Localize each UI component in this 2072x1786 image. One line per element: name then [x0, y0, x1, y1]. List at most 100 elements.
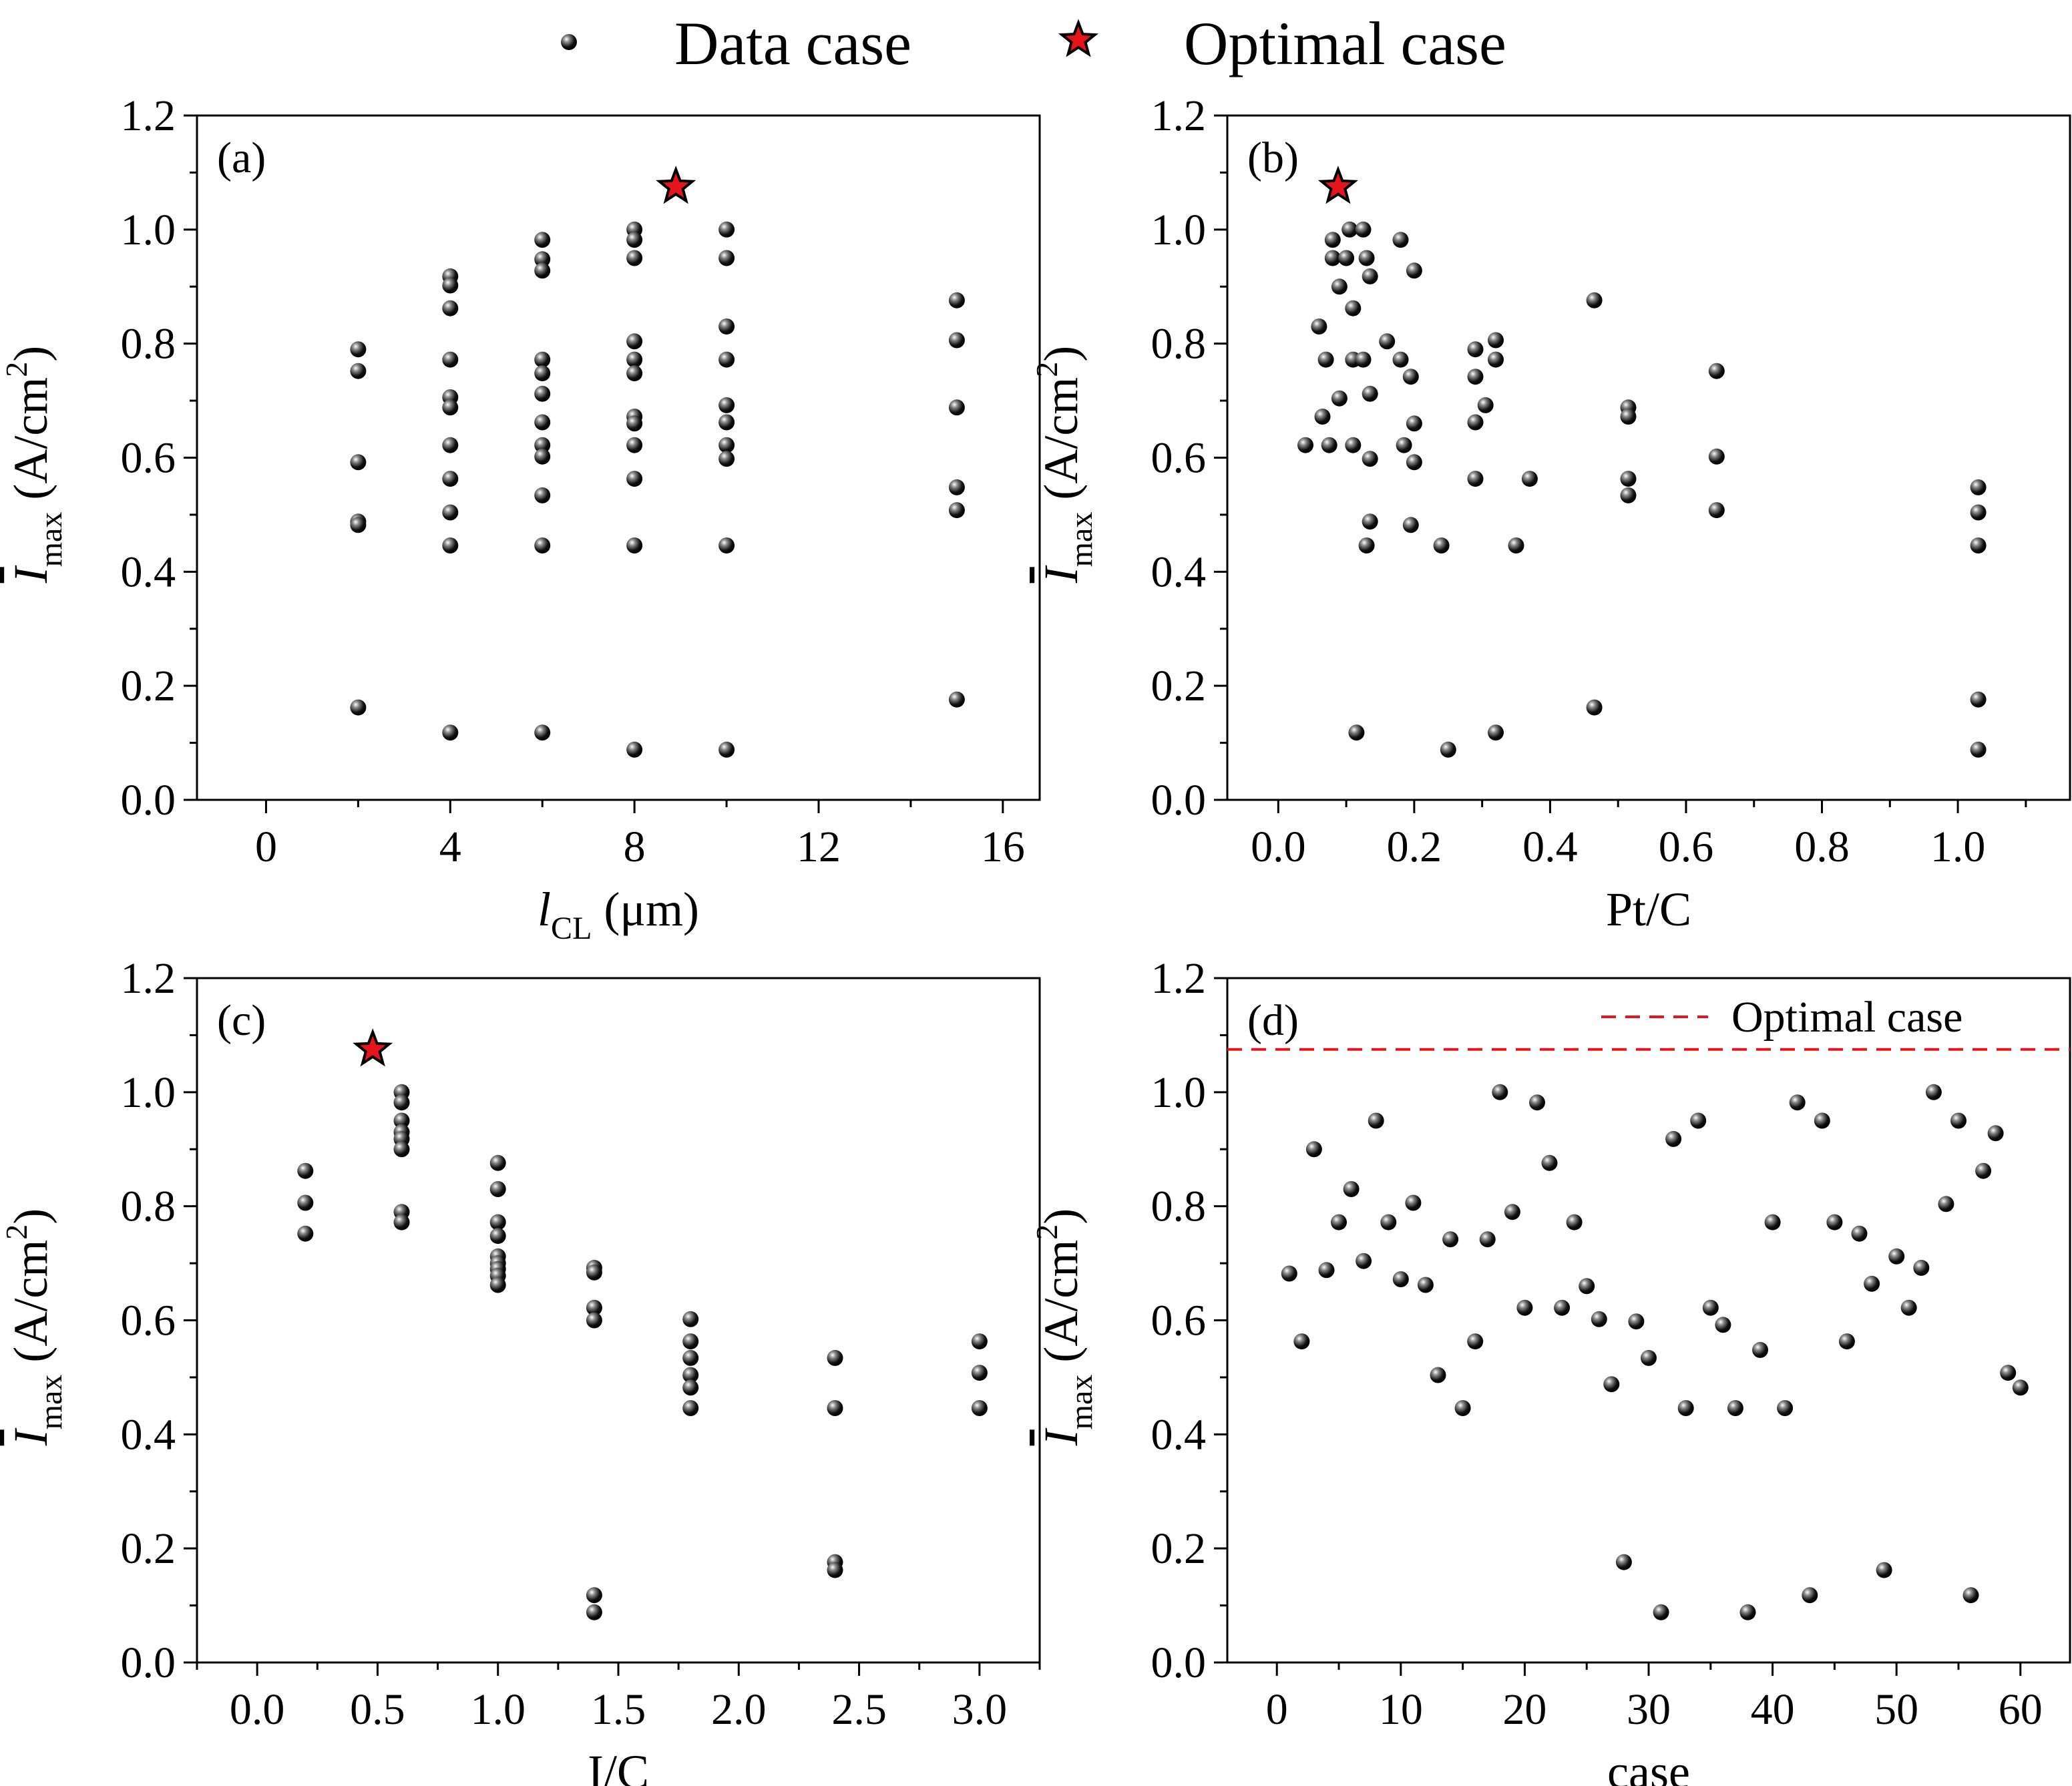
data-point	[1987, 1125, 2004, 1142]
data-point	[626, 415, 643, 432]
y-axis-label-group: Imax (A/cm2)	[1030, 1208, 1099, 1447]
data-point	[1293, 1333, 1310, 1350]
data-point	[1970, 479, 1987, 495]
x-axis-symbol: l	[538, 883, 551, 936]
data-point	[948, 479, 965, 495]
data-point	[1727, 1400, 1743, 1416]
data-point	[1479, 1231, 1496, 1248]
data-point	[1529, 1094, 1545, 1111]
y-axis-superscript: 2	[0, 1224, 33, 1240]
data-point	[586, 1312, 602, 1329]
x-tick-label: 10	[1379, 1685, 1423, 1734]
data-point	[1702, 1299, 1719, 1316]
data-point	[1708, 363, 1725, 379]
y-axis-close: )	[4, 1208, 57, 1224]
data-point	[1331, 390, 1348, 407]
data-point	[297, 1162, 314, 1179]
y-axis-subscript: max	[33, 512, 69, 568]
data-point	[682, 1400, 699, 1416]
y-axis-unit: (A/cm	[1034, 1240, 1088, 1375]
data-point	[1603, 1376, 1620, 1393]
reference-legend-label: Optimal case	[1731, 993, 1962, 1042]
data-point	[1358, 537, 1375, 553]
y-axis-label-group: Imax (A/cm2)	[0, 346, 69, 584]
data-point	[682, 1379, 699, 1396]
y-tick-label: 0.4	[121, 547, 176, 596]
y-tick-label: 1.0	[121, 1068, 176, 1117]
data-point	[1591, 1311, 1607, 1327]
data-point	[586, 1299, 602, 1316]
data-point	[393, 1112, 410, 1129]
data-point	[1467, 1333, 1484, 1350]
data-point	[1488, 332, 1504, 349]
data-point	[393, 1214, 410, 1231]
data-point	[489, 1228, 506, 1245]
data-point	[1467, 369, 1484, 385]
x-tick-label: 50	[1874, 1685, 1918, 1734]
x-tick-label: 4	[439, 823, 461, 871]
data-point	[1913, 1259, 1930, 1276]
data-point	[489, 1214, 506, 1231]
plot-frame	[196, 114, 1041, 801]
x-axis-label: I/C	[588, 1745, 649, 1786]
data-point	[718, 451, 735, 467]
data-point	[534, 365, 551, 382]
x-tick-label: 0.2	[1387, 823, 1442, 871]
data-point	[350, 363, 367, 379]
data-point	[827, 1562, 843, 1578]
data-point	[1802, 1587, 1818, 1604]
y-axis-label-group: Imax (A/cm2)	[1030, 346, 1099, 584]
data-point	[1454, 1400, 1471, 1416]
data-point	[718, 351, 735, 368]
data-point	[2012, 1379, 2029, 1396]
data-point	[1739, 1604, 1756, 1620]
y-tick-label: 0.4	[1151, 547, 1207, 596]
data-point	[1318, 1262, 1335, 1279]
data-point	[626, 250, 643, 266]
data-point	[534, 537, 551, 553]
data-point	[1975, 1162, 1992, 1179]
data-point	[1970, 741, 1987, 758]
y-tick-label: 0.2	[1151, 662, 1207, 710]
y-tick-label: 1.2	[1151, 954, 1207, 1003]
panel-c: 0.0 0.2 0.4 0.6 0.8 1.0 1.2 0.0 0.5 1.0 1.5 2.0 2.5 3…	[0, 954, 1041, 1786]
y-axis-label: Imax (A/cm2)	[1030, 1208, 1099, 1447]
plot-frame	[1226, 977, 2071, 1664]
data-point	[1358, 250, 1375, 266]
data-point	[1442, 1231, 1459, 1248]
y-tick-label: 1.0	[121, 206, 176, 254]
data-point	[1355, 351, 1372, 368]
data-point	[442, 471, 459, 487]
legend-optimal-label: Optimal case	[1184, 9, 1506, 77]
y-axis-unit: (A/cm	[4, 1240, 57, 1375]
data-point	[1566, 1214, 1583, 1231]
x-tick-label: 8	[624, 823, 646, 871]
data-point	[1715, 1317, 1731, 1333]
data-point	[442, 724, 459, 741]
data-point	[1864, 1275, 1880, 1292]
x-tick-label: 0.6	[1659, 823, 1714, 871]
data-point	[1504, 1204, 1520, 1220]
data-point	[1317, 351, 1334, 368]
plot-frame	[1226, 114, 2071, 801]
y-tick-label: 1.0	[1151, 206, 1207, 254]
data-point	[718, 221, 735, 238]
panel-label: (d)	[1247, 996, 1299, 1045]
x-tick-label: 30	[1627, 1685, 1671, 1734]
data-point	[442, 300, 459, 316]
data-point	[1970, 504, 1987, 521]
data-point	[1362, 513, 1378, 530]
data-point	[1586, 699, 1603, 716]
data-point	[948, 502, 965, 519]
x-tick-label: 0	[1266, 1685, 1288, 1734]
plot-frame	[196, 977, 1041, 1664]
data-point	[534, 232, 551, 248]
x-tick-label: 2.0	[711, 1685, 767, 1734]
data-point	[1950, 1112, 1966, 1129]
data-point	[1554, 1299, 1571, 1316]
y-axis-superscript: 2	[0, 362, 33, 377]
y-tick-label: 0.8	[121, 320, 176, 369]
y-axis-subscript: max	[33, 1375, 69, 1430]
y-tick-label: 1.2	[121, 91, 176, 140]
y-axis-label-group: Imax (A/cm2)	[0, 1208, 69, 1447]
